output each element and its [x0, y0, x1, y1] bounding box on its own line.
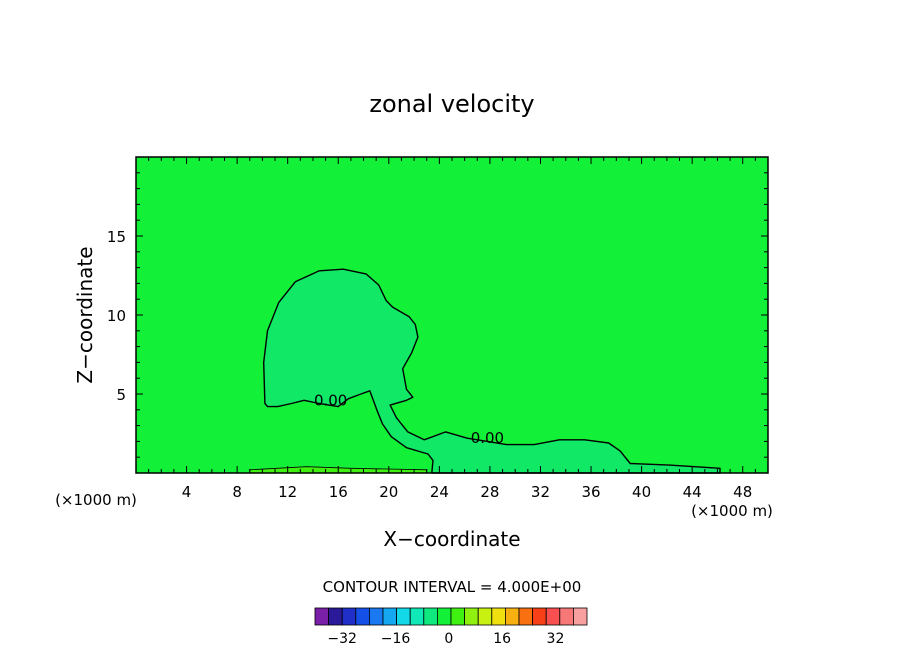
colorbar-swatch	[464, 607, 479, 626]
colorbar-swatch	[341, 607, 357, 626]
y-axis-label: Z−coordinate	[73, 246, 97, 383]
contour-interval-note: CONTOUR INTERVAL = 4.000E+00	[323, 578, 582, 596]
colorbar-swatch	[328, 607, 343, 626]
colorbar-swatch	[532, 607, 547, 626]
contour-label: 0.00	[471, 429, 504, 447]
colorbar-swatch	[491, 607, 506, 626]
x-axis-label: X−coordinate	[383, 527, 520, 551]
x-tick-label: 20	[379, 483, 398, 501]
colorbar-tick-label: −32	[327, 631, 357, 647]
y-tick-label: 5	[116, 386, 126, 404]
contour-labels: 0.00 0.00	[314, 391, 504, 447]
x-tick-label: 36	[581, 483, 600, 501]
colorbar-swatch	[450, 607, 466, 626]
colorbar-swatch	[355, 607, 370, 626]
colorbar-swatch	[504, 607, 520, 626]
x-tick-label: 4	[182, 483, 192, 501]
x-tick-label: 28	[480, 483, 499, 501]
colorbar-tick-labels: −32 −16 0 16 32	[327, 631, 564, 647]
colorbar-swatch	[396, 607, 411, 626]
x-axis-unit-left: (×1000 m)	[55, 491, 137, 509]
colorbar-swatch	[409, 607, 425, 626]
contour-region-positive-core	[263, 268, 721, 474]
colorbar-swatch	[559, 607, 574, 626]
y-tick-label: 15	[107, 228, 126, 246]
colorbar-swatch	[368, 607, 384, 626]
x-tick-label: 44	[683, 483, 702, 501]
colorbar-swatch	[573, 607, 588, 626]
colorbar-swatch	[477, 607, 493, 626]
colorbar-swatch	[314, 607, 330, 626]
x-tick-label: 24	[430, 483, 449, 501]
x-axis-unit-right: (×1000 m)	[691, 502, 773, 520]
x-tick-label: 8	[232, 483, 242, 501]
x-axis-ticks: 4 8 12 16 20 24 28 32 36 40 44 48	[148, 157, 756, 501]
colorbar-swatch	[545, 607, 561, 626]
colorbar-tick-label: −16	[381, 631, 411, 647]
y-tick-label: 10	[107, 307, 126, 325]
x-tick-label: 12	[278, 483, 297, 501]
x-tick-label: 48	[733, 483, 752, 501]
colorbar-tick-label: 16	[493, 631, 511, 647]
colorbar-swatch	[518, 607, 534, 626]
y-axis-ticks: 5 10 15	[107, 172, 768, 458]
x-tick-label: 16	[329, 483, 348, 501]
zonal-velocity-field	[136, 157, 768, 473]
colorbar-swatch	[382, 607, 398, 626]
contour-label: 0.00	[314, 391, 347, 409]
x-tick-label: 40	[632, 483, 651, 501]
colorbar-swatch	[423, 607, 438, 626]
colorbar	[314, 607, 588, 626]
chart-title: zonal velocity	[369, 90, 534, 118]
x-tick-label: 32	[531, 483, 550, 501]
colorbar-tick-label: 32	[547, 631, 565, 647]
colorbar-swatch	[436, 607, 452, 626]
colorbar-tick-label: 0	[444, 631, 453, 647]
